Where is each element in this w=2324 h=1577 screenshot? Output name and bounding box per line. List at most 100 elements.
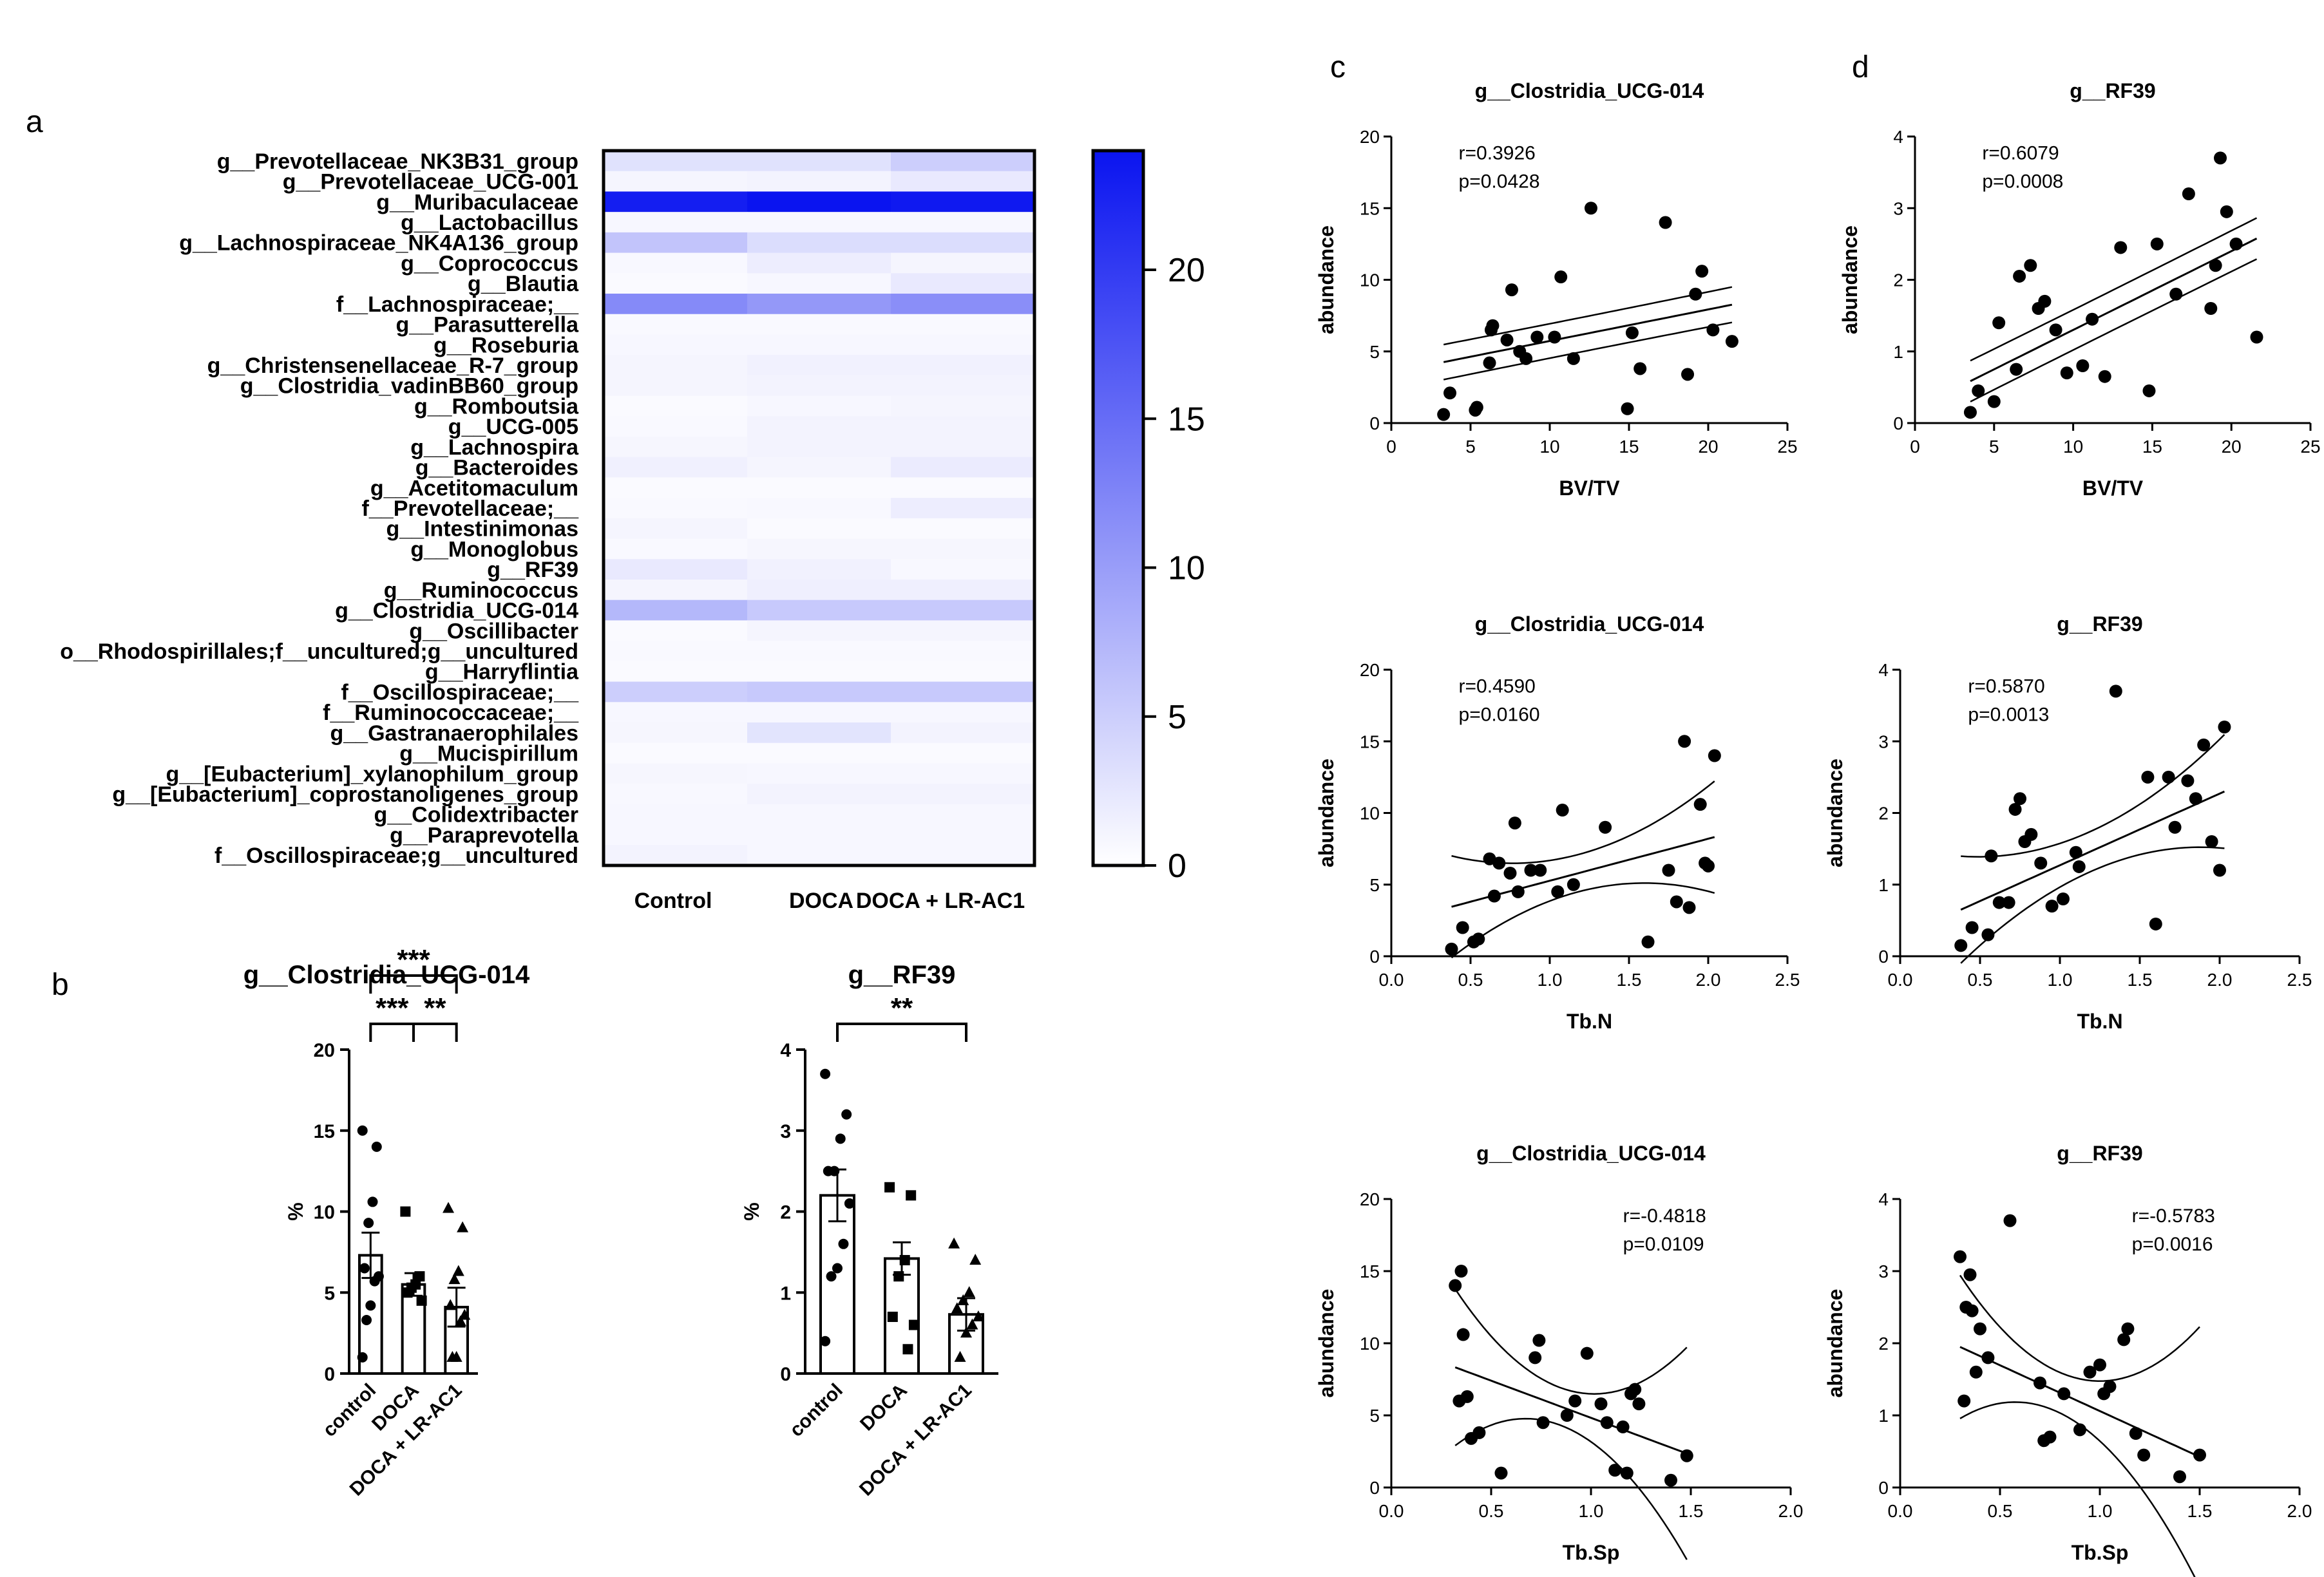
y-tick-label: 1 — [1878, 1406, 1889, 1426]
heatmap-cell — [747, 763, 891, 784]
heatmap-cell — [747, 641, 891, 662]
data-point — [1472, 1426, 1486, 1439]
y-axis-label: abundance — [1824, 1289, 1847, 1398]
data-point — [1659, 216, 1672, 229]
heatmap-row-label: g__RF39 — [487, 558, 578, 582]
data-point — [1608, 1464, 1622, 1477]
panel-label-d: d — [1852, 50, 1869, 84]
data-point — [844, 1198, 855, 1209]
y-axis-label: abundance — [1315, 225, 1338, 334]
data-point — [1530, 330, 1544, 344]
y-tick-label: 10 — [314, 1202, 335, 1223]
heatmap-cell — [747, 804, 891, 826]
r-value: r=0.4590 — [1459, 676, 1536, 697]
heatmap-cell — [747, 457, 891, 478]
data-point — [369, 1276, 380, 1287]
heatmap-cell — [604, 375, 748, 397]
y-tick-label: 0 — [1369, 1478, 1380, 1498]
data-point — [2182, 187, 2195, 200]
data-point — [1708, 749, 1721, 762]
significance-bracket — [412, 1023, 458, 1042]
data-point — [457, 1221, 469, 1232]
x-tick-label: 1.0 — [1579, 1501, 1604, 1521]
data-point — [1483, 356, 1496, 370]
significance-label: ** — [891, 992, 913, 1024]
scatter-title: g__Clostridia_UCG-014 — [1475, 612, 1704, 636]
y-tick-label: 4 — [780, 1040, 791, 1061]
significance-bracket — [836, 1023, 967, 1042]
y-tick-label: 0 — [1878, 947, 1889, 967]
y-tick-label: 20 — [1360, 660, 1380, 680]
scatter-d3: g__RF39 0 1 2 3 4 0.0 0.5 1.0 1.5 2.0 Tb.Sp abundanc… — [1824, 1142, 2312, 1577]
data-point — [1963, 406, 1977, 419]
colorbar-tick-label: 10 — [1168, 550, 1205, 587]
data-point — [2049, 323, 2062, 337]
data-point — [1678, 735, 1691, 748]
data-point — [1972, 384, 1985, 397]
heatmap-cell — [891, 416, 1035, 437]
bar-chart-title: g__RF39 — [848, 961, 956, 989]
p-value: p=0.0008 — [1982, 171, 2063, 193]
r-value: r=0.3926 — [1459, 143, 1536, 164]
heatmap-cell — [747, 477, 891, 498]
heatmap-cell — [604, 151, 748, 172]
data-point — [1616, 1420, 1630, 1433]
heatmap-border — [602, 149, 1036, 867]
data-point — [2003, 1214, 2017, 1227]
heatmap-cell — [747, 294, 891, 315]
heatmap-row-label: g__Muribaculaceae — [376, 190, 578, 214]
y-tick-label: 0 — [1369, 947, 1380, 967]
heatmap-row-label: g__UCG-005 — [448, 415, 578, 439]
heatmap-cell — [747, 375, 891, 397]
significance-label: *** — [397, 944, 430, 976]
heatmap-cell — [604, 191, 748, 212]
x-axis-label: Tb.Sp — [2072, 1541, 2129, 1564]
y-tick-label: 15 — [1360, 198, 1380, 218]
heatmap-cell — [747, 702, 891, 723]
heatmap-row-label: g__[Eubacterium]_xylanophilum_group — [166, 762, 578, 786]
scatter-title: g__RF39 — [2057, 612, 2142, 636]
regression-line — [1959, 1346, 2200, 1458]
data-point — [1594, 1397, 1608, 1411]
data-point — [2137, 1448, 2151, 1462]
heatmap-cell — [891, 314, 1035, 335]
data-point — [838, 1238, 849, 1249]
data-point — [2098, 370, 2111, 383]
r-value: r=-0.4818 — [1623, 1205, 1706, 1227]
scatter-c2: g__Clostridia_UCG-014 0 5 10 15 20 0.0 0.5 1.0 1.… — [1315, 612, 1800, 1033]
heatmap-row-label: g__Prevotellaceae_UCG-001 — [283, 170, 578, 194]
data-point — [2197, 738, 2211, 751]
heatmap-cell — [891, 742, 1035, 764]
data-point — [414, 1271, 425, 1282]
r-value: r=0.6079 — [1982, 143, 2059, 164]
data-point — [960, 1327, 972, 1338]
y-axis-label: abundance — [1315, 759, 1338, 867]
y-tick-label: 20 — [1360, 127, 1380, 147]
data-point — [1551, 885, 1565, 898]
heatmap-row-label: f__Prevotellaceae;__ — [362, 496, 580, 521]
y-tick-label: 2 — [1878, 804, 1889, 824]
data-point — [899, 1254, 910, 1265]
data-point — [416, 1295, 427, 1306]
heatmap-cell — [747, 498, 891, 519]
data-point — [2109, 685, 2122, 698]
data-point — [1470, 401, 1483, 414]
data-point — [1460, 1390, 1474, 1403]
heatmap-row-label: g__Roseburia — [433, 333, 579, 357]
heatmap-cell — [891, 722, 1035, 744]
regression-line — [1960, 790, 2225, 911]
heatmap-cell — [891, 294, 1035, 315]
data-point — [902, 1344, 913, 1355]
heatmap-column-label: Control — [634, 889, 712, 913]
heatmap-row-label: g__Ruminococcus — [384, 578, 578, 603]
y-tick-label: 10 — [1360, 270, 1380, 290]
data-point — [2213, 864, 2226, 877]
confidence-band-lower — [1970, 258, 2258, 402]
data-point — [1987, 395, 2001, 408]
data-point — [1454, 1265, 1468, 1278]
data-point — [1620, 1466, 1633, 1480]
p-value: p=0.0016 — [2132, 1234, 2213, 1255]
heatmap-cell — [604, 171, 748, 192]
data-point — [826, 1271, 837, 1282]
heatmap-cell — [604, 763, 748, 784]
